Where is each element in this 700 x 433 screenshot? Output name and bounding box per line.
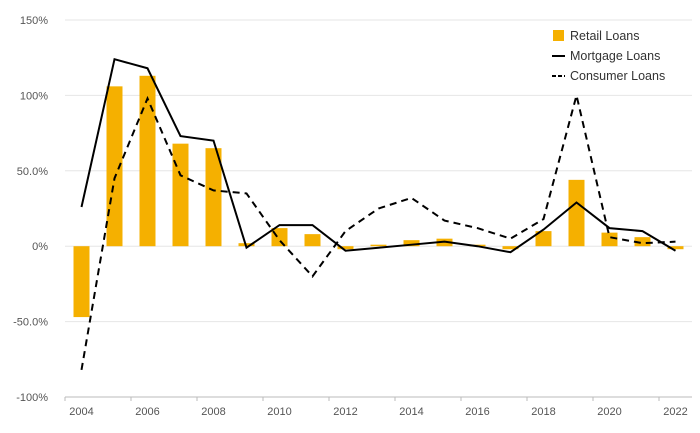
x-tick-label: 2004 <box>69 406 93 418</box>
x-tick-label: 2006 <box>135 406 159 418</box>
retail-loans-bar <box>139 75 156 247</box>
retail-loans-bar <box>337 246 354 250</box>
x-tick-label: 2008 <box>201 406 225 418</box>
retail-loans-bar <box>502 246 519 250</box>
retail-loans-bar <box>205 148 222 247</box>
retail-loans-bar <box>568 179 585 247</box>
legend: Retail Loans Mortgage Loans Consumer Loans <box>552 29 665 83</box>
retail-loans-bar <box>634 237 651 247</box>
legend-label: Consumer Loans <box>570 69 665 83</box>
y-tick-label: 50.0% <box>17 166 48 178</box>
retail-loans-bars <box>73 75 684 318</box>
retail-loans-bar <box>172 143 189 247</box>
x-tick-label: 2012 <box>333 406 357 418</box>
y-tick-label: -100% <box>16 392 48 404</box>
x-tick-label: 2010 <box>267 406 291 418</box>
x-tick-label: 2018 <box>531 406 555 418</box>
retail-loans-bar <box>304 234 321 247</box>
mortgage-loans-line <box>80 57 677 254</box>
x-tick-label: 2020 <box>597 406 621 418</box>
legend-label: Mortgage Loans <box>570 49 660 63</box>
y-axis-tick-labels: -100% -50.0% 0% 50.0% 100% 150% <box>13 15 48 404</box>
y-tick-label: 150% <box>20 15 48 27</box>
retail-loans-bar <box>271 228 288 247</box>
legend-label: Retail Loans <box>570 29 640 43</box>
retail-loans-bar <box>370 244 387 247</box>
x-axis-tick-labels: 2004 2006 2008 2010 2012 2014 2016 2018 2020 2022 <box>69 406 687 418</box>
retail-loans-bar <box>601 232 618 247</box>
x-tick-label: 2014 <box>399 406 423 418</box>
retail-loans-bar <box>403 240 420 247</box>
retail-loans-bar <box>106 86 123 247</box>
consumer-loans-line <box>80 95 676 371</box>
y-tick-label: 0% <box>32 241 48 253</box>
x-tick-label: 2022 <box>663 406 687 418</box>
x-tick-label: 2016 <box>465 406 489 418</box>
retail-loans-bar <box>535 231 552 247</box>
legend-swatch-retail-loans <box>553 30 564 41</box>
y-tick-label: -50.0% <box>13 317 48 329</box>
retail-loans-bar <box>667 246 684 250</box>
y-tick-label: 100% <box>20 90 48 102</box>
retail-loans-bar <box>73 246 90 318</box>
